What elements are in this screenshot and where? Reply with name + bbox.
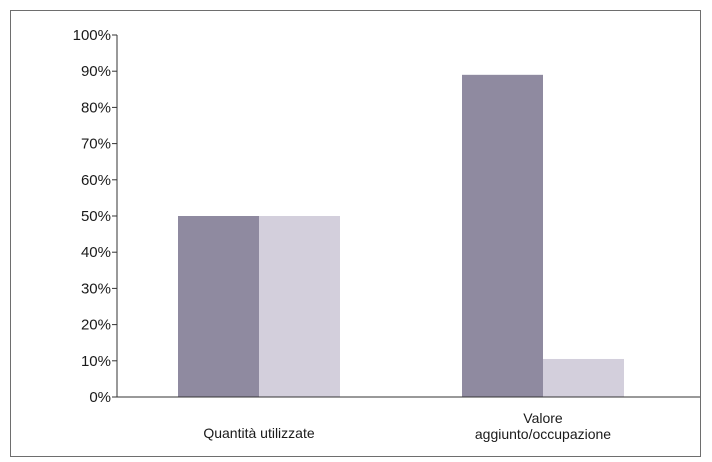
y-tick-label: 100%: [73, 27, 111, 44]
x-category-label: Quantità utilizzate: [203, 425, 314, 441]
y-tick-label: 90%: [81, 63, 111, 80]
y-tick-label: 0%: [89, 389, 111, 406]
x-axis: Quantità utilizzate Valore aggiunto/occupa…: [117, 396, 700, 442]
y-tick-label: 60%: [81, 172, 111, 189]
y-axis: 0% 10% 20% 30% 40% 50% 60% 70% 80% 90% 100%: [73, 27, 118, 406]
y-tick-label: 50%: [81, 208, 111, 225]
bar-2-series-1: [462, 74, 543, 397]
y-tick-label: 10%: [81, 353, 111, 370]
y-tick-label: 20%: [81, 317, 111, 334]
bars: [178, 74, 624, 397]
bar-2-series-2: [543, 358, 624, 397]
y-tick-label: 80%: [81, 99, 111, 116]
y-tick-label: 30%: [81, 280, 111, 297]
y-tick-label: 70%: [81, 136, 111, 153]
x-category-label: Valore aggiunto/occupazione: [475, 410, 611, 442]
bar-1-series-1: [178, 216, 259, 397]
bar-1-series-2: [259, 216, 340, 397]
y-tick-label: 40%: [81, 244, 111, 261]
